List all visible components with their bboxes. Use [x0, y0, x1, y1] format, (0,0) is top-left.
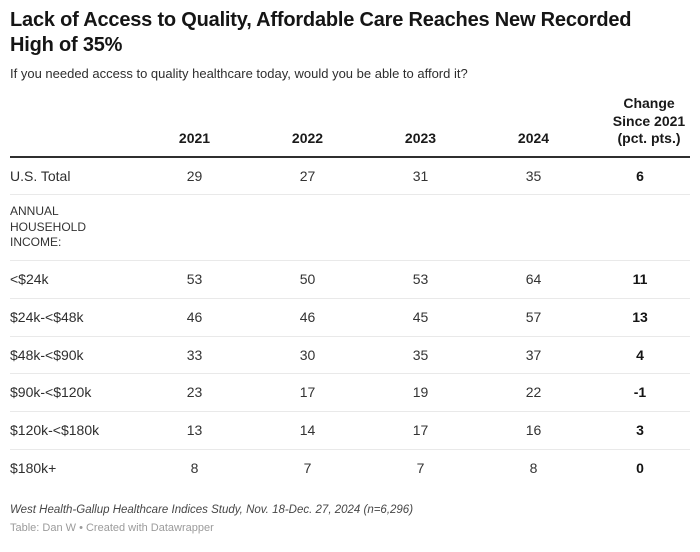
table-header: 2021 2022 2023 2024 Change Since 2021 (p…	[10, 95, 690, 158]
table-row-24k-48k: $24k-<$48k 46 46 45 57 13	[10, 298, 690, 337]
column-header-2023: 2023	[364, 95, 477, 158]
cell-change: 3	[590, 411, 690, 451]
column-header-label	[10, 95, 138, 158]
cell-value: 53	[364, 260, 477, 299]
cell-value: 8	[529, 460, 538, 477]
row-label: $90k-<$120k	[10, 373, 138, 413]
cell-value: 7	[303, 460, 312, 477]
cell-value: 17	[364, 411, 477, 451]
cell-value: 17	[251, 373, 364, 413]
row-label: $24k-<$48k	[10, 298, 138, 337]
row-label: $48k-<$90k	[10, 336, 138, 375]
cell-change: 6	[590, 156, 690, 196]
cell-value: 30	[251, 336, 364, 375]
cell-value: 57	[477, 298, 590, 337]
cell-value: 23	[138, 373, 251, 413]
cell-value: 33	[138, 336, 251, 375]
cell-value: 64	[477, 260, 590, 299]
cell-value: 22	[477, 373, 590, 413]
column-header-2022: 2022	[251, 95, 364, 158]
table-row-120k-180k: $120k-<$180k 13 14 17 16 3	[10, 411, 690, 451]
table-row-180k-plus: $180k+ 8 7 7 8 0	[10, 450, 690, 487]
column-header-2021: 2021	[138, 95, 251, 158]
cell-value: 35	[364, 336, 477, 375]
cell-value: 31	[364, 156, 477, 196]
cell-value: 46	[251, 298, 364, 337]
cell-change: 13	[590, 298, 690, 337]
cell-value: 16	[477, 411, 590, 451]
section-header-text: ANNUAL HOUSEHOLD INCOME:	[10, 204, 87, 250]
cell-value: 7	[416, 460, 425, 477]
chart-footer: West Health-Gallup Healthcare Indices St…	[10, 504, 690, 534]
source-note: West Health-Gallup Healthcare Indices St…	[10, 503, 414, 516]
cell-value: 29	[138, 156, 251, 196]
cell-value: 35	[477, 156, 590, 196]
table-row-us-total: U.S. Total 29 27 31 35 6	[10, 156, 690, 196]
cell-value: 14	[251, 411, 364, 451]
table-row-48k-90k: $48k-<$90k 33 30 35 37 4	[10, 336, 690, 375]
header-row: 2021 2022 2023 2024 Change Since 2021 (p…	[10, 95, 690, 158]
chart-container: Lack of Access to Quality, Affordable Ca…	[10, 9, 690, 534]
column-header-change: Change Since 2021 (pct. pts.)	[590, 95, 690, 158]
cell-value: 27	[251, 156, 364, 196]
cell-change: -1	[590, 373, 690, 413]
cell-change: 0	[636, 460, 644, 477]
row-label: <$24k	[10, 260, 138, 299]
table-row-under-24k: <$24k 53 50 53 64 11	[10, 260, 690, 299]
chart-title: Lack of Access to Quality, Affordable Ca…	[10, 9, 632, 56]
cell-value: 45	[364, 298, 477, 337]
row-label: $120k-<$180k	[10, 411, 138, 451]
table-row-90k-120k: $90k-<$120k 23 17 19 22 -1	[10, 373, 690, 413]
credit-line: Table: Dan W • Created with Datawrapper	[10, 521, 214, 534]
cell-value: 50	[251, 260, 364, 299]
data-table: 2021 2022 2023 2024 Change Since 2021 (p…	[10, 95, 690, 487]
cell-value: 13	[138, 411, 251, 451]
chart-subtitle: If you needed access to quality healthca…	[10, 66, 468, 81]
row-label: U.S. Total	[10, 156, 138, 196]
table-body: U.S. Total 29 27 31 35 6 ANNUAL HOUSEHOL…	[10, 156, 690, 487]
cell-value: 37	[477, 336, 590, 375]
cell-change: 4	[590, 336, 690, 375]
cell-value: 46	[138, 298, 251, 337]
row-label: $180k+	[10, 460, 57, 477]
cell-change: 11	[590, 260, 690, 299]
cell-value: 19	[364, 373, 477, 413]
section-header-cell: ANNUAL HOUSEHOLD INCOME:	[10, 194, 690, 262]
section-header-row: ANNUAL HOUSEHOLD INCOME:	[10, 194, 690, 262]
column-header-change-text: Change Since 2021 (pct. pts.)	[612, 95, 686, 146]
column-header-2024: 2024	[477, 95, 590, 158]
cell-value: 53	[138, 260, 251, 299]
cell-value: 8	[190, 460, 199, 477]
